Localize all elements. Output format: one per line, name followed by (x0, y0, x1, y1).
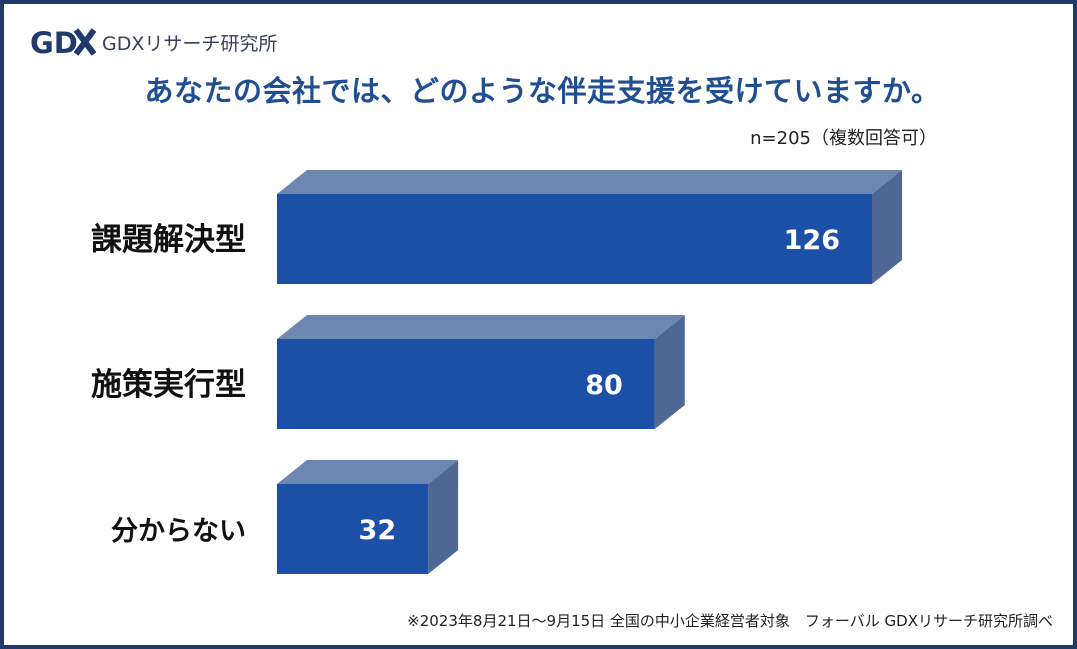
source-footnote: ※2023年8月21日〜9月15日 全国の中小企業経営者対象 フォーバル GDX… (407, 612, 1053, 630)
category-label: 分からない (111, 516, 246, 547)
bar-side-face (654, 315, 685, 429)
gdx-logo-icon: GD (30, 26, 96, 58)
bar-value-label: 80 (585, 370, 623, 401)
bar-value-label: 126 (784, 225, 840, 256)
logo: GD GDXリサーチ研究所 (30, 26, 277, 58)
bar-top-face (277, 460, 459, 484)
bar-top-face (277, 315, 685, 339)
bar-side-face (428, 460, 459, 574)
chart-title: あなたの会社では、どのような伴走支援を受けていますか。 (144, 74, 941, 108)
bar-group: 32 分からない (111, 460, 459, 574)
category-label: 施策実行型 (91, 367, 246, 403)
bar-chart: 126 課題解決型 80 施策実行型 32 分からない (91, 170, 902, 574)
bar-value-label: 32 (359, 515, 397, 546)
sample-size-note: n=205（複数回答可） (750, 128, 937, 149)
bar (277, 194, 872, 284)
bar-group: 80 施策実行型 (91, 315, 685, 429)
bar (277, 484, 429, 574)
logo-text: GDXリサーチ研究所 (102, 32, 278, 55)
bar (277, 339, 655, 429)
category-label: 課題解決型 (91, 222, 246, 258)
bar-side-face (872, 170, 902, 284)
svg-text:GD: GD (30, 26, 78, 58)
bar-top-face (277, 170, 902, 194)
bar-group: 126 課題解決型 (91, 170, 902, 284)
